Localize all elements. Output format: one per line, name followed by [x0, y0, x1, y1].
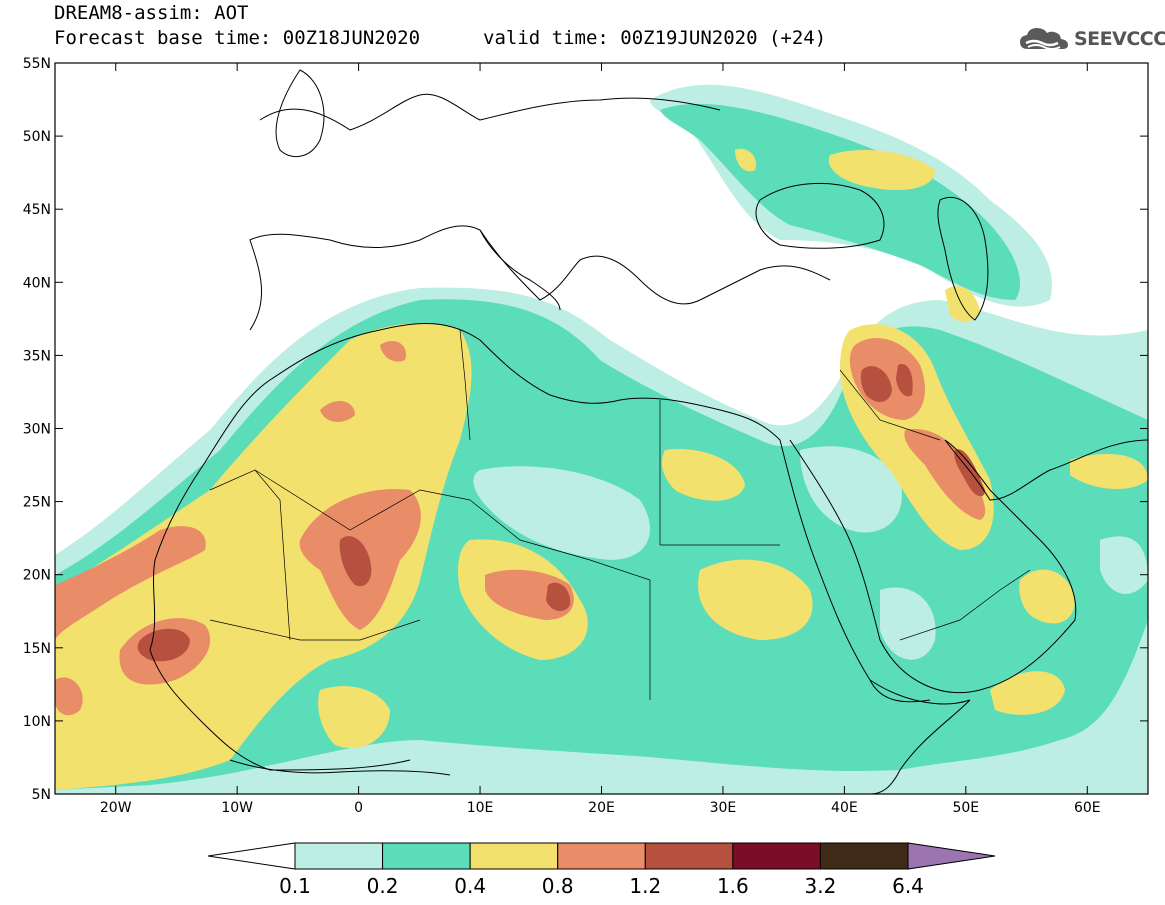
coastline-europe-south — [249, 225, 831, 331]
colorbar-box — [557, 842, 646, 870]
aot-band-0.4-11 — [318, 686, 390, 749]
colorbar-label: 0.2 — [367, 874, 399, 898]
aot-band-0.4-7 — [990, 671, 1065, 715]
aot-band-0.4-4 — [662, 449, 745, 501]
coastline-europe-north — [259, 93, 721, 131]
colorbar-label: 1.2 — [629, 874, 661, 898]
lat-label: 5N — [32, 787, 51, 803]
colorbar-label: 3.2 — [805, 874, 837, 898]
lat-label: 20N — [23, 568, 51, 584]
colorbar-under-arrow — [207, 842, 296, 870]
latitude-axis: 55N 50N 45N 40N 35N 30N 25N 20N 15N 10N 5N — [23, 56, 1148, 803]
colorbar-box — [732, 842, 821, 870]
lon-label: 20E — [588, 800, 615, 816]
border-mauritania-mali — [209, 469, 291, 641]
aot-band-0.1-patch-2 — [800, 446, 902, 533]
cloud-icon — [1020, 28, 1068, 50]
colorbar-label: 0.4 — [454, 874, 486, 898]
colorbar-label: 0.1 — [279, 874, 311, 898]
colorbar-box — [294, 842, 384, 870]
aot-band-0.4-9 — [1070, 454, 1148, 490]
coastline-gulf-guinea — [229, 759, 451, 776]
aot-band-0.1-patch-3 — [880, 587, 936, 660]
aot-band-0.4-12 — [735, 148, 756, 172]
map-title: DREAM8-assim: AOT — [54, 2, 249, 24]
coastlines — [149, 69, 1148, 794]
longitude-axis: 20W 10W 0 10E 20E 30E 40E 50E 60E — [100, 63, 1101, 816]
lat-label: 55N — [23, 56, 51, 72]
lat-label: 45N — [23, 202, 51, 218]
coastline-persian-gulf — [944, 439, 1148, 501]
logo-text: SEEVCCC — [1074, 28, 1165, 50]
aot-band-0.8-9 — [55, 677, 83, 716]
aot-band-0.8-7 — [380, 340, 406, 362]
aot-band-0.4-8 — [828, 150, 935, 190]
colorbar-label: 6.4 — [892, 874, 924, 898]
lat-label: 25N — [23, 495, 51, 511]
aot-band-1.2-2 — [339, 536, 372, 587]
aot-band-0.1-patch-4 — [1100, 536, 1148, 594]
valid-time: valid time: 00Z19JUN2020 (+24) — [483, 27, 827, 49]
coastline-britain — [275, 69, 325, 158]
colorbar-over-arrow — [907, 842, 996, 870]
seevccc-logo: SEEVCCC — [1018, 24, 1165, 54]
aot-band-1.2-3 — [546, 582, 571, 612]
aot-band-0.4-10 — [945, 286, 980, 322]
lat-label: 40N — [23, 275, 51, 291]
coastline-mediterranean-south — [379, 323, 781, 441]
coastline-horn-africa — [869, 679, 971, 794]
aot-band-1.2-5 — [896, 364, 913, 397]
colorbar-boxes — [207, 842, 996, 870]
forecast-base-time: Forecast base time: 00Z18JUN2020 — [54, 27, 421, 49]
lon-label: 10E — [467, 800, 494, 816]
border-chad-sudan — [589, 559, 651, 700]
lon-label: 40E — [831, 800, 858, 816]
aot-band-0.8-6 — [904, 429, 986, 520]
lat-label: 10N — [23, 714, 51, 730]
lon-label: 60E — [1074, 800, 1101, 816]
aot-band-0.8 — [55, 526, 206, 640]
aot-field — [55, 84, 1148, 794]
coastline-arabia — [789, 439, 1077, 694]
colorbar-label: 1.6 — [717, 874, 749, 898]
lat-label: 35N — [23, 348, 51, 364]
lon-label: 20W — [100, 800, 132, 816]
border-saudi-iraq — [839, 369, 941, 441]
country-borders — [209, 329, 1031, 700]
border-tunisia-algeria — [459, 329, 471, 441]
border-algeria-mali — [254, 469, 471, 531]
border-sahel — [209, 619, 421, 641]
lat-label: 15N — [23, 641, 51, 657]
border-yemen-saudi — [899, 569, 1031, 641]
lon-label: 50E — [952, 800, 979, 816]
colorbar-box — [469, 842, 559, 870]
colorbar-label: 0.8 — [542, 874, 574, 898]
coastline-italy — [479, 229, 561, 311]
aot-band-0.8-8 — [320, 400, 355, 422]
border-niger-chad — [469, 499, 591, 561]
colorbar-box — [644, 842, 734, 870]
aot-band-0.4-6 — [1019, 569, 1075, 624]
coastline-red-sea — [779, 439, 931, 703]
colorbar-labels: 0.1 0.2 0.4 0.8 1.2 1.6 3.2 6.4 — [279, 874, 924, 898]
lon-label: 0 — [354, 800, 363, 816]
aot-band-0.1-patch — [473, 466, 650, 560]
colorbar-box — [382, 842, 471, 870]
aot-band-1.2-4 — [860, 366, 892, 402]
lat-label: 50N — [23, 129, 51, 145]
lon-label: 10W — [221, 800, 253, 816]
coastline-west-africa — [149, 329, 411, 771]
colorbar-box — [819, 842, 909, 870]
lon-label: 30E — [710, 800, 737, 816]
coastline-caspian — [937, 196, 989, 321]
aot-band-0.4-3 — [698, 559, 813, 640]
coastline-black-sea — [755, 183, 885, 249]
lat-label: 30N — [23, 422, 51, 438]
